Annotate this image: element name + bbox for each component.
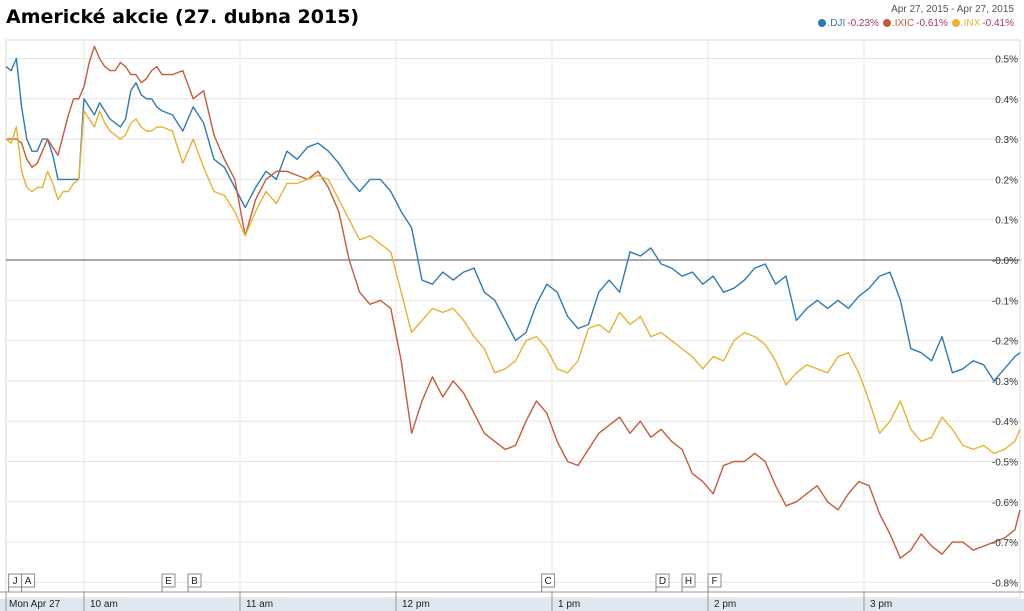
x-tick-label: 1 pm — [558, 599, 580, 610]
series-lines — [5, 45, 1021, 559]
news-flag[interactable]: A — [21, 573, 36, 592]
y-tick-label: 0.1% — [995, 216, 1018, 227]
y-axis: 0.5% 0.4% 0.3% 0.2% 0.1% -0.0% -0.1% -0.2% -0.3%… — [992, 55, 1018, 590]
news-flag-box — [161, 573, 176, 588]
x-tick-label: 12 pm — [402, 599, 430, 610]
news-flag[interactable]: D — [655, 573, 670, 592]
legend-change: -0.61% — [916, 18, 948, 29]
legend-change: -0.23% — [847, 18, 879, 29]
y-tick-label: -0.0% — [992, 256, 1018, 267]
news-flag-label: H — [685, 576, 692, 587]
legend-symbol: .INX — [960, 18, 981, 29]
news-flag-label: B — [191, 576, 198, 587]
legend-entry[interactable]: .IXIC -0.61% — [882, 18, 948, 29]
news-flag-box — [707, 573, 722, 588]
x-tick-label: 3 pm — [870, 599, 892, 610]
y-tick-label: -0.6% — [992, 498, 1018, 509]
y-tick-label: -0.3% — [992, 377, 1018, 388]
news-flag[interactable]: B — [187, 573, 202, 592]
news-flag-box — [21, 573, 36, 588]
news-flag-label: D — [659, 576, 666, 587]
news-flag[interactable]: C — [541, 573, 556, 592]
news-flag[interactable]: E — [161, 573, 176, 592]
grid — [5, 39, 1021, 599]
y-tick-label: -0.2% — [992, 337, 1018, 348]
news-flag-label: E — [165, 576, 172, 587]
y-tick-label: 0.4% — [995, 95, 1018, 106]
x-tick-label: 10 am — [90, 599, 118, 610]
x-tick-label: 11 am — [246, 599, 273, 610]
date-range[interactable]: Apr 27, 2015 - Apr 27, 2015 — [891, 4, 1014, 15]
legend-dot-icon — [951, 19, 960, 27]
news-flag[interactable]: F — [707, 573, 722, 592]
y-tick-label: -0.4% — [992, 417, 1018, 428]
legend-entry[interactable]: .INX -0.41% — [951, 18, 1014, 29]
news-flag-label: F — [711, 576, 717, 587]
series-line-dji — [5, 57, 1021, 382]
x-tick-label: 2 pm — [714, 599, 736, 610]
series-line-inx — [5, 110, 1021, 455]
legend-dot-icon — [882, 19, 891, 27]
x-axis-band — [0, 599, 1024, 611]
news-flag-label: J — [13, 576, 18, 587]
news-flag-label: C — [544, 576, 551, 587]
legend-dot-icon — [818, 19, 827, 27]
legend-entry[interactable]: .DJI -0.23% — [818, 18, 879, 29]
plot-frame — [5, 39, 1021, 599]
news-flag-box — [187, 573, 202, 588]
news-flag[interactable]: J — [8, 573, 23, 592]
legend-symbol: .DJI — [827, 18, 846, 29]
legend-change: -0.41% — [982, 18, 1014, 29]
legend-symbol: .IXIC — [891, 18, 915, 29]
y-tick-label: 0.2% — [995, 175, 1018, 186]
series-line-ixic — [6, 45, 1021, 559]
x-axis: Mon Apr 27 10 am 11 am 12 pm 1 pm 2 pm 3 pm — [0, 591, 1024, 611]
y-tick-label: -0.1% — [992, 296, 1018, 307]
chart-title: Americké akcie (27. dubna 2015) — [6, 6, 360, 28]
x-tick-label: Mon Apr 27 — [9, 599, 61, 610]
news-flag-box — [541, 573, 556, 588]
news-flag-label: A — [25, 576, 32, 587]
y-tick-label: -0.7% — [992, 538, 1018, 549]
y-tick-label: 0.5% — [995, 55, 1018, 66]
y-tick-label: -0.5% — [992, 458, 1018, 469]
legend: .DJI -0.23% .IXIC -0.61% .INX -0.41% — [814, 18, 1014, 29]
news-flag-box — [655, 573, 670, 588]
y-tick-label: 0.3% — [995, 135, 1018, 146]
y-tick-label: -0.8% — [992, 578, 1018, 589]
news-flag-box — [681, 573, 696, 588]
news-flag[interactable]: H — [681, 573, 696, 592]
